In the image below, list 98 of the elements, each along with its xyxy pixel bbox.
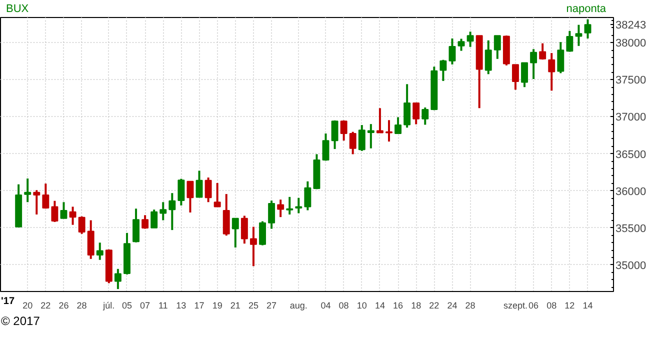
x-tick-label: 24: [447, 300, 458, 310]
x-tick-label: 12: [564, 300, 575, 310]
x-tick-label: 20: [22, 300, 33, 310]
y-tick-label: 38000: [616, 38, 646, 50]
candlestick: [96, 242, 104, 261]
candlestick: [458, 38, 465, 52]
x-tick-label: 28: [465, 300, 476, 310]
candlestick: [150, 208, 158, 229]
chart-subtitle: naponta: [566, 2, 606, 17]
candlestick: [51, 200, 58, 223]
x-tick-label: 18: [411, 300, 422, 310]
x-tick-label: 25: [248, 300, 258, 310]
y-tick-label: 36500: [616, 148, 646, 161]
candlestick: [186, 180, 194, 214]
candlestick: [386, 119, 392, 143]
x-tick-label: 04: [320, 300, 331, 310]
candlestick: [232, 217, 239, 249]
candlestick: [466, 30, 474, 48]
candlestick: [69, 206, 76, 226]
y-tick-label: 37000: [616, 112, 646, 124]
candlestick: [78, 215, 86, 235]
y-tick-label: 37500: [616, 74, 646, 87]
x-tick-label: 28: [76, 300, 87, 310]
candlestick: [222, 193, 230, 237]
candlestick: [322, 132, 330, 162]
candlestick: [277, 198, 284, 218]
candlestick: [178, 178, 185, 206]
text: © 2017: [1, 313, 40, 329]
chart-title: BUX: [6, 2, 29, 17]
candlestick: [114, 268, 122, 290]
candlestick: [304, 180, 312, 212]
candlestick: [404, 83, 411, 129]
candlestick: [548, 52, 556, 92]
x-tick-label: 27: [266, 300, 277, 310]
x-tick-label: 17: [194, 300, 204, 310]
candlestick: [530, 48, 538, 80]
candlestick: [394, 116, 402, 134]
y-tick-label: 35500: [616, 222, 646, 235]
x-tick-label: aug.: [290, 300, 308, 310]
candlestick: [42, 182, 50, 210]
candlestick: [24, 177, 32, 204]
candlestick: [87, 219, 94, 260]
x-tick-label: 10: [356, 300, 367, 310]
candlestick: [240, 214, 248, 245]
x-tick-label: 19: [212, 300, 222, 310]
x-axis-title: '17: [1, 296, 18, 308]
candlestick: [484, 39, 492, 76]
candlestick: [584, 18, 592, 40]
candlestick: [575, 24, 582, 47]
candlestick: [412, 102, 420, 126]
candlestick: [196, 170, 203, 198]
x-tick-label: 26: [58, 300, 69, 310]
x-tick-label: 08: [338, 300, 349, 310]
x-tick-label: 22: [40, 300, 51, 310]
x-tick-label: 14: [582, 300, 593, 310]
y-tick-label: 38243: [616, 20, 646, 32]
candlestick: [448, 37, 456, 66]
y-tick-label: 36000: [616, 186, 646, 198]
x-tick-label: 05: [122, 300, 132, 310]
candlestick: [440, 58, 447, 82]
candlestick: [214, 182, 221, 208]
candlestick: [295, 196, 302, 214]
candlestick: [521, 62, 528, 88]
x-tick-label: 16: [393, 300, 404, 310]
candlestick: [160, 201, 167, 222]
candlestick: [286, 196, 294, 216]
x-tick-label: 11: [158, 300, 168, 310]
candlestick: [367, 123, 374, 150]
x-tick-label: 08: [546, 300, 557, 310]
x-tick-label: 14: [374, 300, 385, 310]
candlestick: [60, 201, 68, 220]
candlestick: [539, 42, 546, 61]
x-tick-label: júl.: [102, 300, 115, 310]
candlestick: [512, 64, 519, 91]
candlestick: [259, 220, 266, 246]
x-tick-label: 13: [176, 300, 186, 310]
candlestick: [268, 200, 276, 230]
candlestick: [204, 176, 212, 204]
candlestick: [340, 119, 348, 142]
candlestick: [422, 106, 429, 126]
x-tick-label: 06: [528, 300, 539, 310]
candlestick: [33, 189, 40, 216]
x-tick-label: 07: [140, 300, 150, 310]
x-tick-label: 22: [429, 300, 440, 310]
x-tick-label: szept.: [503, 300, 528, 310]
candlestick: [142, 214, 149, 230]
candlestick: [494, 34, 501, 60]
y-tick-label: 35000: [616, 260, 646, 272]
candlestick: [557, 41, 564, 74]
candlestick: [168, 192, 176, 232]
candlestick: [349, 130, 356, 156]
x-tick-label: 21: [230, 300, 240, 310]
candlestick: [358, 124, 366, 152]
candlestick: [132, 208, 140, 244]
candlestick: [331, 119, 338, 150]
candlestick: [376, 107, 384, 134]
candlestick: [250, 226, 257, 268]
candlestick: [566, 30, 574, 53]
